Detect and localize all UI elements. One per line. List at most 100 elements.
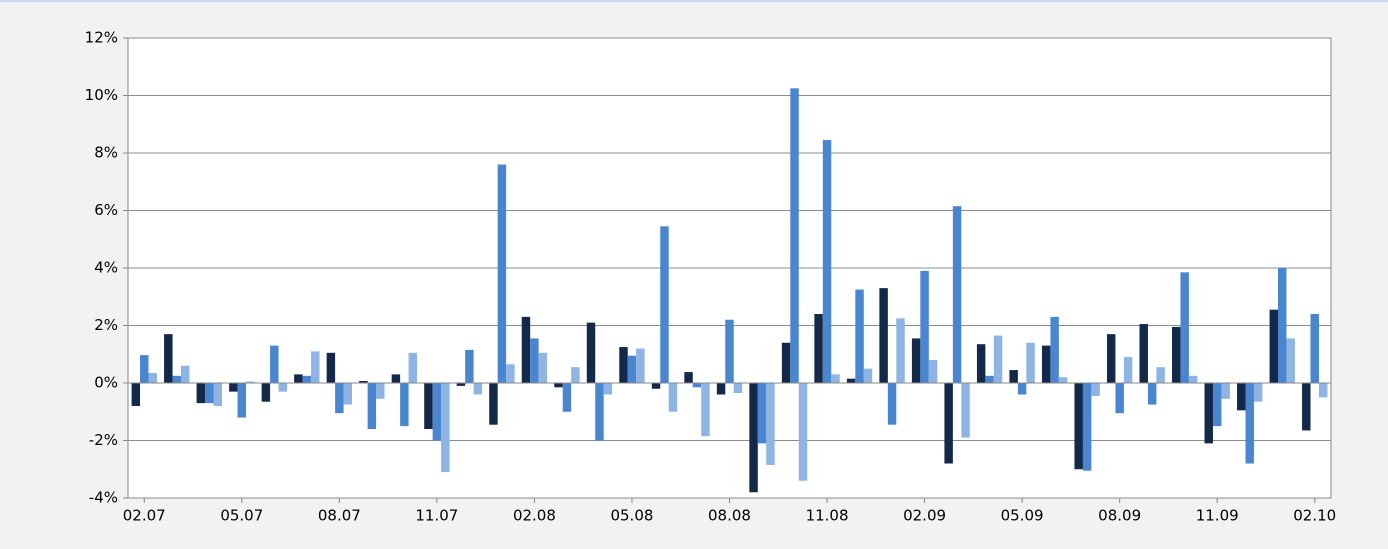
bar: [335, 383, 344, 414]
bar: [798, 383, 808, 481]
x-tick-label: 08.07: [318, 507, 361, 525]
bar: [1278, 268, 1287, 383]
bar: [571, 367, 580, 383]
bar: [1212, 383, 1222, 427]
bar: [911, 338, 921, 383]
y-tick-label: 4%: [94, 259, 118, 277]
bar: [928, 360, 938, 383]
bar: [627, 355, 637, 383]
bar: [1253, 383, 1263, 402]
bar: [1123, 357, 1133, 383]
bar: [603, 383, 613, 395]
bar: [1245, 383, 1254, 464]
bar: [473, 383, 483, 395]
bar: [831, 374, 840, 383]
bar: [1009, 370, 1018, 383]
bar: [294, 374, 303, 383]
bar: [684, 372, 693, 383]
bar: [1026, 342, 1035, 383]
bar: [1106, 334, 1116, 383]
bar: [1091, 383, 1100, 396]
bar: [408, 352, 418, 383]
x-tick-label: 11.08: [806, 507, 849, 525]
bar: [246, 381, 255, 383]
bar: [887, 383, 897, 425]
top-border: [0, 0, 1388, 2]
bar: [506, 364, 515, 383]
y-tick-label: 2%: [94, 316, 118, 334]
x-tick-label: 11.09: [1196, 507, 1239, 525]
bar: [1050, 316, 1059, 383]
y-tick-label: 8%: [94, 144, 118, 162]
x-tick-label: 08.09: [1098, 507, 1141, 525]
bar: [651, 383, 661, 389]
bar: [270, 345, 279, 383]
bar: [140, 355, 149, 383]
bar: [766, 383, 775, 465]
bar: [952, 206, 962, 383]
bar: [530, 338, 539, 383]
x-tick-label: 08.08: [708, 507, 751, 525]
x-tick-label: 05.08: [610, 507, 653, 525]
bar: [961, 383, 970, 438]
bar: [311, 351, 320, 383]
bar: [896, 318, 905, 383]
bar: [822, 140, 832, 383]
bar: [1188, 375, 1198, 383]
bar: [538, 352, 548, 383]
bar: [326, 352, 336, 383]
x-tick-label: 05.07: [220, 507, 263, 525]
y-tick-label: 0%: [94, 374, 118, 392]
bar: [993, 335, 1003, 383]
bar: [164, 334, 173, 383]
bar: [814, 314, 823, 383]
bar: [359, 380, 368, 383]
bar: [1221, 383, 1230, 399]
bar: [1310, 314, 1319, 383]
x-tick-label: 05.09: [1001, 507, 1044, 525]
bar: [1237, 383, 1246, 411]
bar: [725, 319, 734, 383]
y-tick-label: -2%: [89, 431, 118, 449]
bar: [205, 383, 214, 404]
bar: [846, 378, 856, 383]
y-tick-label: 6%: [94, 201, 118, 219]
bar: [757, 383, 767, 444]
y-tick-label: -4%: [89, 489, 118, 507]
bar: [1172, 326, 1181, 383]
bar: [465, 349, 474, 383]
bar: [692, 383, 702, 388]
bar: [1074, 383, 1083, 470]
y-tick-label: 10%: [85, 86, 118, 104]
x-tick-label: 11.07: [415, 507, 458, 525]
bar: [131, 383, 141, 406]
bar: [229, 383, 238, 392]
x-tick-label: 02.07: [123, 507, 166, 525]
bar: [1318, 383, 1328, 398]
bar: [1204, 383, 1213, 444]
bar: [1286, 338, 1295, 383]
bar: [1147, 383, 1157, 405]
bar: [278, 383, 287, 392]
bar: [1180, 272, 1189, 383]
bar: [554, 383, 563, 388]
bar: [749, 383, 758, 493]
bar: [976, 344, 986, 383]
y-tick-label: 12%: [85, 29, 118, 47]
bar: [1139, 324, 1148, 383]
bar: [1269, 309, 1279, 383]
bar: [400, 383, 409, 427]
bar: [733, 383, 743, 394]
bar: [1058, 377, 1068, 383]
bar: [497, 164, 507, 383]
x-tick-label: 02.10: [1293, 507, 1336, 525]
bar: [180, 365, 190, 383]
x-tick-label: 02.09: [903, 507, 946, 525]
bar: [855, 289, 864, 383]
bar: [456, 383, 466, 386]
bar: [237, 383, 247, 418]
bar: [668, 383, 678, 412]
bar: [489, 383, 498, 425]
bar: [636, 348, 645, 383]
